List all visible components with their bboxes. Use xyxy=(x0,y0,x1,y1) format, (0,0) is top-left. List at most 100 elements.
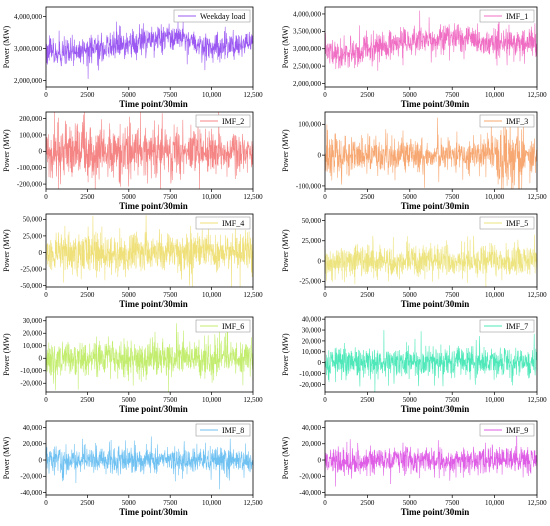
x-tick-label: 12,500 xyxy=(527,499,547,507)
x-tick-label: 2500 xyxy=(80,91,95,99)
legend-box xyxy=(195,114,251,128)
x-tick-label: 0 xyxy=(323,291,327,299)
x-tick-label: 10,000 xyxy=(485,396,505,404)
x-tick-label: 5000 xyxy=(403,396,418,404)
y-axis-label: Power (MW) xyxy=(2,436,11,479)
legend-label: Weekday load xyxy=(200,12,245,21)
x-tick-label: 2500 xyxy=(360,291,375,299)
subplot-10: 0 2500 5000 7500 10,000 12,500 -40,000 -20,000 0… xyxy=(281,420,547,517)
y-tick-label: -200,000 xyxy=(17,180,43,188)
x-tick-label: 0 xyxy=(323,193,327,201)
series-line xyxy=(45,215,254,288)
plot-frame xyxy=(45,316,254,393)
y-tick-label: -25,000 xyxy=(20,265,42,273)
plot-frame xyxy=(45,213,254,288)
x-tick-label: 12,500 xyxy=(243,499,263,507)
x-tick-label: 0 xyxy=(44,91,48,99)
y-tick-label: -40,000 xyxy=(20,489,42,497)
y-tick-label: 2,500,000 xyxy=(293,63,322,71)
y-tick-label: -50,000 xyxy=(20,282,42,290)
y-axis-label: Power (MW) xyxy=(2,129,11,172)
x-tick-label: 0 xyxy=(323,91,327,99)
x-tick-label: 7500 xyxy=(445,396,460,404)
x-tick-label: 0 xyxy=(323,499,327,507)
y-tick-label: -10,000 xyxy=(20,367,42,375)
legend-box xyxy=(195,216,251,230)
y-tick-label: 100,000 xyxy=(298,121,321,129)
x-tick-label: 7500 xyxy=(445,193,460,201)
x-tick-label: 12,500 xyxy=(527,396,547,404)
x-tick-label: 7500 xyxy=(163,499,178,507)
x-tick-label: 12,500 xyxy=(243,193,263,201)
subplot-1: 0 2500 5000 7500 10,000 12,500 2,000,000 3,000,… xyxy=(2,6,263,109)
legend-label: IMF_6 xyxy=(222,322,244,331)
x-tick-label: 2500 xyxy=(80,291,95,299)
legend-label: IMF_3 xyxy=(506,117,528,126)
y-tick-label: 3,000,000 xyxy=(14,45,43,53)
y-tick-label: -20,000 xyxy=(20,380,42,388)
y-tick-label: -100,000 xyxy=(296,182,322,190)
y-axis-label: Power (MW) xyxy=(281,25,290,68)
y-tick-label: 200,000 xyxy=(19,115,42,123)
y-tick-label: 0 xyxy=(318,359,322,367)
x-tick-label: 0 xyxy=(44,193,48,201)
plot-frame xyxy=(45,420,254,496)
x-tick-label: 2500 xyxy=(80,396,95,404)
y-tick-label: 50,000 xyxy=(302,217,322,225)
y-tick-label: 20,000 xyxy=(23,330,43,338)
x-axis-label: Time point/30min xyxy=(401,99,470,109)
y-tick-label: 20,000 xyxy=(302,337,322,345)
y-tick-label: -20,000 xyxy=(299,473,321,481)
x-tick-label: 10,000 xyxy=(202,91,222,99)
series-line xyxy=(45,320,254,393)
series-line xyxy=(324,10,538,71)
legend-box xyxy=(479,114,535,128)
x-tick-label: 10,000 xyxy=(202,499,222,507)
x-tick-label: 12,500 xyxy=(527,291,547,299)
subplot-4: 0 2500 5000 7500 10,000 12,500-100,0000100,00… xyxy=(281,111,547,211)
x-tick-label: 10,000 xyxy=(485,193,505,201)
x-axis-label: Time point/30min xyxy=(401,299,470,309)
x-tick-label: 7500 xyxy=(163,193,178,201)
y-tick-label: 10,000 xyxy=(302,348,322,356)
y-tick-label: 40,000 xyxy=(302,316,322,324)
y-tick-label: 10,000 xyxy=(23,342,43,350)
plot-frame xyxy=(324,111,538,190)
x-tick-label: 5000 xyxy=(403,91,418,99)
y-tick-label: 25,000 xyxy=(23,232,43,240)
subplot-5: 0 2500 5000 7500 10,000 12,500 -50,000 -25,000 0… xyxy=(2,213,263,309)
plot-frame xyxy=(324,420,538,496)
x-tick-label: 5000 xyxy=(122,291,137,299)
y-axis-label: Power (MW) xyxy=(2,333,11,376)
x-tick-label: 12,500 xyxy=(243,396,263,404)
x-tick-label: 2500 xyxy=(80,193,95,201)
x-tick-label: 7500 xyxy=(445,499,460,507)
y-tick-label: 0 xyxy=(39,456,43,464)
x-tick-label: 5000 xyxy=(122,91,137,99)
legend-label: IMF_2 xyxy=(222,117,244,126)
y-tick-label: 0 xyxy=(318,456,322,464)
y-tick-label: -40,000 xyxy=(299,489,321,497)
x-axis-label: Time point/30min xyxy=(119,201,188,211)
y-tick-label: 40,000 xyxy=(302,424,322,432)
plot-frame xyxy=(324,6,538,88)
series-line xyxy=(324,428,538,487)
x-tick-label: 12,500 xyxy=(527,193,547,201)
y-tick-label: -100,000 xyxy=(17,164,43,172)
x-tick-label: 7500 xyxy=(445,91,460,99)
x-tick-label: 12,500 xyxy=(527,91,547,99)
x-tick-label: 7500 xyxy=(163,291,178,299)
subplot-9: 0 2500 5000 7500 10,000 12,500 -40,000 -20,000 0… xyxy=(2,420,263,517)
legend-box xyxy=(479,423,535,437)
x-axis-label: Time point/30min xyxy=(401,507,470,517)
y-axis-label: Power (MW) xyxy=(281,333,290,376)
x-axis-label: Time point/30min xyxy=(119,299,188,309)
x-tick-label: 12,500 xyxy=(243,291,263,299)
x-tick-label: 2500 xyxy=(360,193,375,201)
y-tick-label: 30,000 xyxy=(23,317,43,325)
x-tick-label: 10,000 xyxy=(202,193,222,201)
legend-label: IMF_5 xyxy=(506,219,528,228)
x-tick-label: 10,000 xyxy=(485,499,505,507)
y-tick-label: 50,000 xyxy=(23,216,43,224)
